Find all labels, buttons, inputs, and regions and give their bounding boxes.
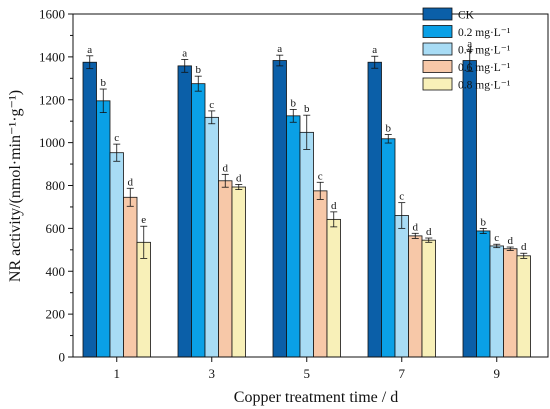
legend-label: 0.6 mg·L⁻¹: [458, 62, 511, 74]
bar: [394, 215, 409, 358]
bar: [218, 180, 233, 358]
bar: [123, 196, 138, 358]
legend-swatch: [422, 25, 453, 38]
bar: [489, 245, 504, 358]
significance-letter: b: [101, 77, 107, 89]
significance-letter: c: [494, 232, 499, 244]
bar: [408, 235, 423, 358]
bar: [476, 230, 491, 358]
bar: [82, 61, 97, 358]
significance-letter: a: [277, 43, 282, 55]
significance-letter: a: [87, 44, 92, 56]
significance-letter: d: [128, 176, 134, 188]
bar: [421, 239, 436, 358]
significance-letter: c: [399, 191, 404, 203]
legend: CK 0.2 mg·L⁻¹ 0.4 mg·L⁻¹ 0.6 mg·L⁻¹ 0.8 mg·L…: [422, 7, 511, 92]
legend-swatch: [422, 42, 453, 56]
y-tick-label: 800: [46, 178, 66, 193]
significance-letter: c: [209, 99, 214, 111]
bar: [381, 138, 396, 358]
significance-letter: b: [386, 122, 392, 134]
legend-label: CK: [458, 10, 475, 22]
bar: [191, 83, 206, 358]
bar: [516, 255, 531, 358]
bar: [367, 61, 382, 358]
significance-letter: a: [467, 38, 472, 50]
bar: [177, 65, 192, 358]
x-tick-label: 3: [209, 366, 216, 381]
significance-letter: b: [481, 216, 487, 228]
significance-letter: d: [331, 200, 337, 212]
error-bars-layer: [86, 49, 528, 259]
bar: [109, 152, 124, 358]
bar: [299, 131, 314, 358]
bar: [326, 218, 341, 358]
legend-swatch: [422, 7, 453, 21]
significance-letter: d: [521, 241, 527, 253]
bar: [96, 100, 111, 358]
bar: [286, 115, 301, 358]
bar: [503, 248, 518, 358]
significance-letter: c: [318, 170, 323, 182]
significance-letter: a: [182, 47, 187, 59]
bar: [462, 60, 477, 358]
bar: [231, 186, 246, 358]
y-tick-label: 400: [46, 264, 66, 279]
x-tick-label: 5: [304, 366, 311, 381]
bars-layer: [82, 60, 531, 358]
significance-letter: d: [236, 172, 242, 184]
bar: [272, 60, 287, 358]
significance-letter: d: [426, 226, 432, 238]
legend-swatch: [422, 60, 453, 73]
y-tick-label: 1600: [39, 7, 65, 22]
x-tick-label: 1: [114, 366, 121, 381]
y-tick-label: 1200: [39, 92, 65, 107]
y-axis-title: NR activity/(nmol·min⁻¹·g⁻¹): [7, 90, 24, 282]
significance-letter: e: [141, 214, 146, 226]
bar: [136, 241, 151, 358]
significance-letter: a: [372, 44, 377, 56]
legend-label: 0.4 mg·L⁻¹: [458, 45, 511, 57]
legend-label: 0.8 mg·L⁻¹: [458, 80, 511, 92]
x-tick-label: 7: [399, 366, 406, 381]
axes-layer: 0 200 400 600 800 1000 1200 1400 1600 1 3 5 7 9: [39, 7, 549, 381]
significance-letter: d: [508, 235, 514, 247]
significance-letter: b: [304, 103, 310, 115]
y-tick-label: 200: [46, 307, 66, 322]
bar: [204, 116, 219, 358]
significance-letter: b: [291, 97, 297, 109]
significance-letter: c: [114, 132, 119, 144]
legend-label: 0.2 mg·L⁻¹: [458, 27, 511, 39]
bar: [313, 190, 328, 358]
y-tick-label: 0: [59, 350, 66, 365]
x-axis-title: Copper treatment time / d: [234, 389, 398, 406]
y-tick-label: 1000: [39, 135, 65, 150]
x-tick-label: 9: [494, 366, 501, 381]
legend-swatch: [422, 77, 453, 91]
significance-letter: b: [196, 64, 202, 76]
significance-letter: d: [413, 221, 419, 233]
y-tick-label: 600: [46, 221, 66, 236]
y-tick-label: 1400: [39, 49, 65, 64]
significance-letter: d: [223, 162, 229, 174]
